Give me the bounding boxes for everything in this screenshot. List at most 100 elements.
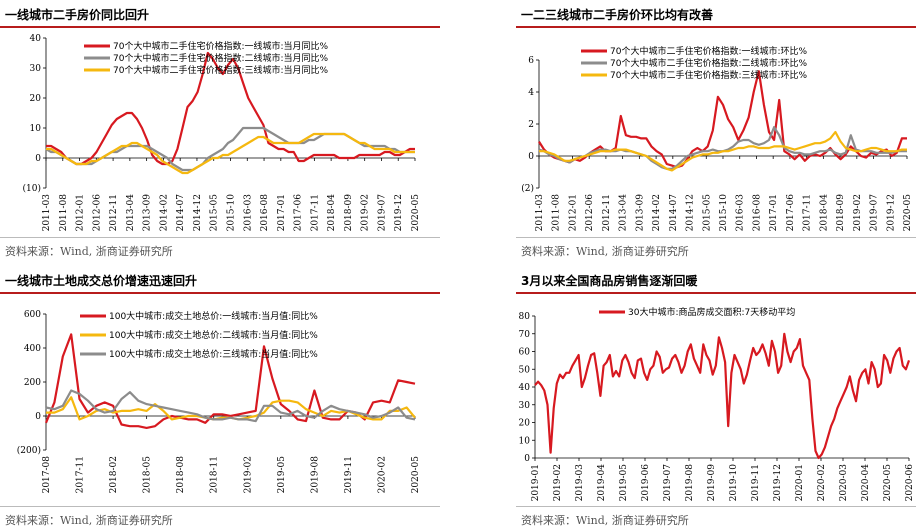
x-tick-label: 2020-05: [411, 194, 421, 232]
y-tick-label: 70: [519, 330, 531, 340]
x-tick-label: 2012-11: [109, 194, 119, 231]
x-tick-label: 2020-05: [903, 194, 913, 232]
x-tick-label: 2019-05: [277, 456, 287, 494]
legend-label: 70个大中城市二手住宅价格指数:一线城市:环比%: [610, 45, 808, 57]
legend-label: 100大中城市:成交土地总价:一线城市:当月值:同比%: [109, 310, 318, 322]
x-tick-label: 2014-12: [686, 194, 696, 231]
x-tick-label: 2013-09: [635, 194, 645, 232]
x-tick-label: 2019-05: [619, 464, 629, 502]
x-tick-label: 2015-05: [210, 194, 220, 232]
x-tick-label: 2020-02: [377, 456, 387, 493]
x-tick-label: 2020-02: [817, 464, 827, 501]
x-tick-label: 2017-06: [294, 194, 304, 232]
panel-tier-mom: 一二三线城市二手房价环比均有改善 (2) 0 2 4 6 2011-03 2011-08 20…: [459, 0, 918, 265]
legend-label: 100大中城市:成交土地总价:三线城市:当月值:同比%: [109, 348, 318, 360]
x-tick-label: 2019-07: [663, 464, 673, 502]
x-tick-label: 2019-12: [886, 194, 896, 231]
legend-label: 70个大中城市二手住宅价格指数:三线城市:环比%: [610, 69, 808, 81]
x-tick-label: 2018-04: [819, 194, 829, 232]
y-tick-label: 600: [24, 310, 41, 320]
y-tick-label: 40: [30, 34, 42, 44]
x-tick-label: 2019-04: [597, 464, 607, 502]
legend: 70个大中城市二手住宅价格指数:一线城市:当月同比%70个大中城市二手住宅价格指…: [84, 40, 329, 76]
x-tick-label: 2012-06: [92, 194, 102, 232]
y-tick-label: 50: [519, 365, 531, 375]
y-tick-label: 10: [30, 124, 42, 134]
x-tick-label: 2015-10: [719, 194, 729, 232]
x-tick-label: 2014-07: [669, 194, 679, 232]
y-tick-label: (2): [521, 183, 534, 194]
y-tick-label: 10: [519, 436, 531, 446]
x-tick-label: 2019-11: [344, 456, 354, 493]
x-tick-label: 2017-11: [803, 194, 813, 231]
x-tick-label: 2018-04: [327, 194, 337, 232]
y-tick-label: 200: [24, 378, 41, 388]
x-tick-label: 2018-02: [109, 456, 119, 493]
series-line-0: [535, 334, 909, 458]
chart-plot: (2) 0 2 4 6 2011-03 2011-08 2012-01 2012-06 2012-…: [459, 0, 918, 265]
x-tick-label: 2012-06: [585, 194, 595, 232]
y-tick-label: (10): [23, 183, 41, 194]
x-tick-label: 2020-03: [839, 464, 849, 502]
legend-label: 70个大中城市二手住宅价格指数:二线城市:当月同比%: [113, 52, 329, 64]
x-tick-label: 2020-05: [411, 456, 421, 494]
x-tick-label: 2019-10: [729, 464, 739, 502]
x-tick-label: 2017-01: [277, 194, 287, 231]
x-tick-label: 2017-01: [769, 194, 779, 231]
x-tick-label: 2014-12: [193, 194, 203, 231]
legend: 100大中城市:成交土地总价:一线城市:当月值:同比% 100大中城市:成交土地总…: [80, 310, 318, 360]
x-tick-label: 2019-02: [361, 194, 371, 231]
y-tick-label: 400: [24, 344, 41, 354]
x-tick-label: 2016-08: [752, 194, 762, 232]
x-tick-label: 2018-08: [176, 456, 186, 494]
x-tick-label: 2017-11: [310, 194, 320, 231]
x-tick-label: 2011-03: [535, 194, 545, 232]
panel-national-sales: 3月以来全国商品房销售逐渐回暖 0 10 20 30 40 50 60 70 80 2019-01…: [459, 266, 918, 531]
y-tick-label: 6: [528, 56, 534, 66]
y-tick-label: 30: [30, 64, 42, 74]
x-tick-label: 2012-11: [602, 194, 612, 231]
y-tick-label: 4: [528, 88, 534, 98]
x-tick-label: 2018-09: [836, 194, 846, 232]
source-rule: [0, 237, 440, 238]
x-tick-label: 2011-08: [59, 194, 69, 232]
legend-label: 70个大中城市二手住宅价格指数:二线城市:环比%: [610, 57, 808, 69]
y-tick-label: 80: [519, 312, 531, 322]
source-note: 资料来源：Wind, 浙商证券研究所: [521, 243, 689, 259]
x-tick-label: 2013-09: [143, 194, 153, 232]
x-tick-label: 2013-04: [126, 194, 136, 232]
series-line-1: [46, 128, 415, 170]
x-tick-label: 2012-01: [76, 194, 86, 231]
x-tick-label: 2020-04: [861, 464, 871, 502]
legend: 70个大中城市二手住宅价格指数:一线城市:环比%70个大中城市二手住宅价格指数:…: [581, 45, 808, 81]
x-tick-label: 2013-04: [619, 194, 629, 232]
y-tick-label: 0: [35, 154, 41, 164]
x-tick-label: 2019-09: [707, 464, 717, 502]
x-tick-label: 2019-02: [853, 194, 863, 231]
x-tick-label: 2019-07: [870, 194, 880, 232]
x-tick-label: 2018-11: [210, 456, 220, 493]
x-tick-label: 2011-08: [552, 194, 562, 232]
source-note: 资料来源：Wind, 浙商证券研究所: [5, 243, 173, 259]
y-tick-label: (200): [17, 445, 41, 456]
y-tick-label: 20: [30, 94, 42, 104]
panel-land-value: 一线城市土地成交总价增速迅速回升 (200) 0 200 400 600 2017-08 2…: [0, 266, 459, 531]
y-tick-label: 30: [519, 401, 531, 411]
y-tick-label: 60: [519, 348, 531, 358]
x-tick-label: 2014-07: [176, 194, 186, 232]
legend-label: 70个大中城市二手住宅价格指数:一线城市:当月同比%: [113, 40, 329, 52]
source-rule: [516, 237, 916, 238]
chart-plot: (200) 0 200 400 600 2017-08 2017-11 2018-02 2018…: [0, 266, 459, 531]
x-tick-label: 2019-12: [773, 464, 783, 501]
y-tick-label: 0: [528, 152, 534, 162]
source-note: 资料来源：Wind, 浙商证券研究所: [521, 512, 689, 528]
x-tick-label: 2020-05: [883, 464, 893, 502]
x-tick-label: 2016-03: [243, 194, 253, 232]
x-tick-label: 2020-01: [795, 464, 805, 501]
x-tick-label: 2019-02: [243, 456, 253, 493]
x-tick-label: 2016-08: [260, 194, 270, 232]
series-line-2: [46, 134, 415, 173]
chart-plot: 010203040506070802019-01 2019-02 2019-03 20…: [459, 266, 918, 531]
x-tick-label: 2019-02: [553, 464, 563, 501]
source-rule: [516, 506, 916, 507]
